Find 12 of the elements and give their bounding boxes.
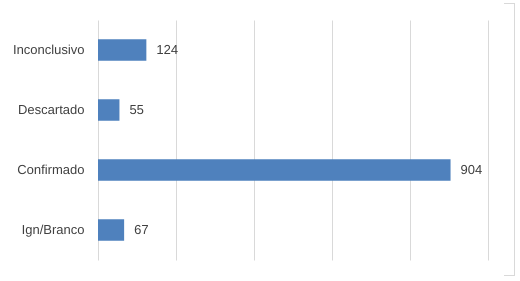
bar <box>98 219 124 241</box>
bar <box>98 39 146 61</box>
bar <box>98 99 120 121</box>
data-label: 904 <box>460 162 482 177</box>
y-tick-label: Inconclusivo <box>12 42 84 57</box>
data-label: 67 <box>134 222 149 237</box>
data-label: 124 <box>156 42 178 57</box>
y-tick-label: Confirmado <box>17 162 84 177</box>
y-tick-label: Ign/Branco <box>22 222 84 237</box>
bar <box>98 159 451 181</box>
y-tick-label: Descartado <box>18 102 84 117</box>
data-label: 55 <box>129 102 144 117</box>
